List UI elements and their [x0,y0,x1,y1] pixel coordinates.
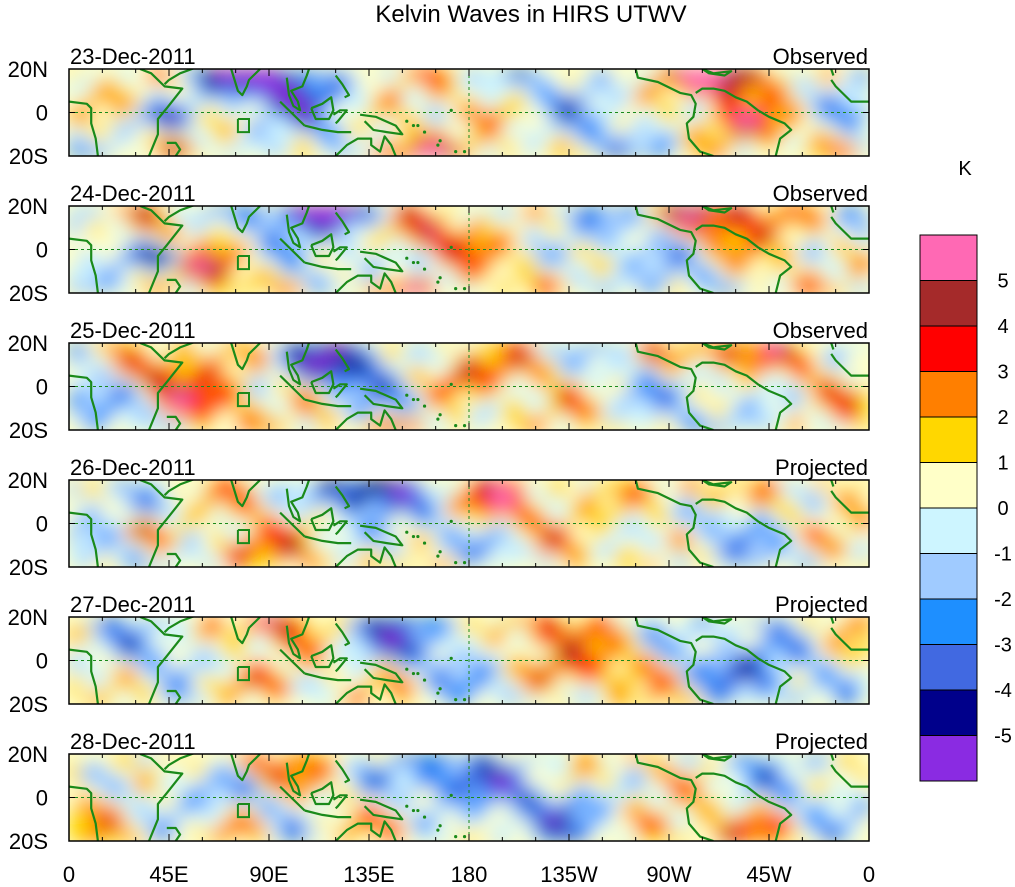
coastlines [69,754,869,841]
colorbar-tick-label: 4 [997,316,1008,338]
map-panel: 25-Dec-2011 Observed 20N 0 20S [8,318,870,443]
lat-tick-label: 20N [8,742,48,767]
map-panel: 23-Dec-2011 Observed 20N 0 20S [8,44,870,169]
lat-tick-label: 0 [36,238,48,263]
panel-date-label: 26-Dec-2011 [70,455,196,480]
colorbar-unit-label: K [958,158,972,180]
lat-tick-label: 20N [8,194,48,219]
lat-tick-label: 20N [8,331,48,356]
colorbar-tick-label: 0 [997,498,1008,520]
lat-tick-label: 20S [9,829,48,854]
colorbar-tick-label: 3 [997,362,1008,384]
lon-tick-label: 45E [149,862,188,887]
longitude-axis: 0 45E 90E 135E 180 135W 90W 45W 0 [63,862,875,887]
colorbar-tick-label: 1 [997,453,1008,475]
lon-tick-label: 90W [646,862,691,887]
lat-tick-label: 0 [36,512,48,537]
coastlines [69,343,869,430]
lat-tick-label: 20S [9,281,48,306]
colorbar-box [919,598,978,645]
colorbar-box [919,735,978,782]
colorbar-tick-labels: 5 4 3 2 1 0 -1 -2 -3 -4 -5 [994,271,1012,748]
colorbar-box [919,371,978,418]
lat-tick-label: 20N [8,57,48,82]
map-panel: 28-Dec-2011 Projected 20N 0 20S [8,729,870,854]
panel-status-label: Observed [773,44,868,69]
anomaly-field [69,69,869,156]
colorbar-box [919,553,978,600]
colorbar: K 5 4 3 2 1 0 -1 -2 -3 -4 -5 [919,158,1012,782]
panels-group: 23-Dec-2011 Observed 20N 0 20S 24-Dec-2011 Obs… [8,44,870,854]
colorbar-box [919,462,978,509]
lon-tick-label: 0 [63,862,75,887]
lat-tick-label: 20S [9,418,48,443]
colorbar-box [919,280,978,327]
colorbar-box [919,689,978,736]
colorbar-box [919,325,978,372]
lat-tick-label: 0 [36,101,48,126]
panel-date-label: 23-Dec-2011 [70,44,196,69]
map-panel: 27-Dec-2011 Projected 20N 0 20S [8,592,870,717]
lat-tick-label: 0 [36,786,48,811]
lat-tick-label: 0 [36,649,48,674]
colorbar-box [919,644,978,691]
coastlines [69,206,869,293]
lat-tick-label: 20S [9,144,48,169]
map-panel: 24-Dec-2011 Observed 20N 0 20S [8,181,870,306]
colorbar-tick-label: -3 [994,635,1012,657]
colorbar-box [919,507,978,554]
panel-status-label: Observed [773,181,868,206]
colorbar-box [919,234,978,281]
panel-date-label: 25-Dec-2011 [70,318,196,343]
lon-tick-label: 0 [863,862,875,887]
colorbar-tick-label: -5 [994,726,1012,748]
colorbar-tick-label: -1 [994,544,1012,566]
figure-title: Kelvin Waves in HIRS UTWV [375,1,686,28]
coastlines [69,69,869,156]
panel-status-label: Projected [775,455,868,480]
panel-status-label: Projected [775,729,868,754]
lon-tick-label: 45W [746,862,791,887]
lat-tick-label: 20S [9,692,48,717]
anomaly-field [69,754,869,841]
colorbar-box [919,416,978,463]
map-panel: 26-Dec-2011 Projected 20N 0 20S [8,455,870,580]
panel-status-label: Observed [773,318,868,343]
lat-tick-label: 20N [8,468,48,493]
coastlines [69,617,869,704]
lat-tick-label: 20N [8,605,48,630]
lon-tick-label: 180 [451,862,488,887]
lon-tick-label: 135W [540,862,598,887]
panel-date-label: 24-Dec-2011 [70,181,196,206]
colorbar-tick-label: -4 [994,680,1012,702]
lat-tick-label: 20S [9,555,48,580]
panel-date-label: 27-Dec-2011 [70,592,196,617]
colorbar-tick-label: 2 [997,407,1008,429]
lon-tick-label: 90E [249,862,288,887]
colorbar-boxes [919,234,978,782]
colorbar-tick-label: -2 [994,589,1012,611]
lon-tick-label: 135E [343,862,394,887]
lat-tick-label: 0 [36,375,48,400]
colorbar-tick-label: 5 [997,271,1008,293]
anomaly-field [69,206,869,293]
coastlines [69,480,869,567]
anomaly-field [69,343,869,430]
panel-status-label: Projected [775,592,868,617]
panel-date-label: 28-Dec-2011 [70,729,196,754]
